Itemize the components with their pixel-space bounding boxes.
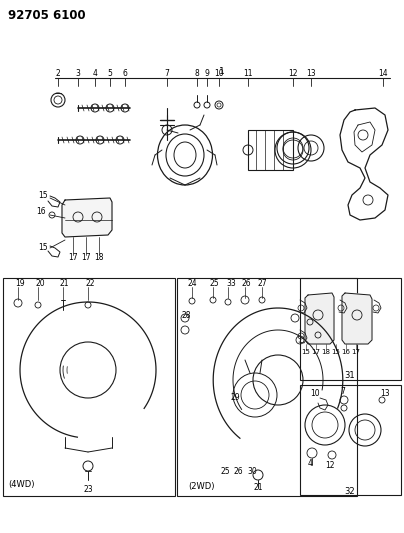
Text: 17: 17 bbox=[351, 349, 360, 355]
Text: 26: 26 bbox=[242, 279, 252, 287]
Text: 31: 31 bbox=[345, 370, 355, 379]
Text: 17: 17 bbox=[81, 254, 91, 262]
Polygon shape bbox=[62, 198, 112, 237]
Text: 18: 18 bbox=[94, 254, 104, 262]
Text: 21: 21 bbox=[60, 279, 69, 287]
Text: 27: 27 bbox=[258, 279, 267, 287]
Text: 13: 13 bbox=[380, 389, 390, 398]
Text: 4: 4 bbox=[93, 69, 97, 77]
Bar bbox=[300, 278, 401, 380]
Text: 1: 1 bbox=[219, 68, 225, 77]
Text: 10: 10 bbox=[214, 69, 224, 77]
Text: 26: 26 bbox=[233, 467, 243, 477]
Polygon shape bbox=[305, 293, 334, 344]
Text: 5: 5 bbox=[107, 69, 112, 77]
Text: 19: 19 bbox=[15, 279, 25, 287]
Text: 15: 15 bbox=[38, 190, 48, 199]
Text: 14: 14 bbox=[378, 69, 388, 77]
Text: 7: 7 bbox=[341, 387, 345, 397]
Text: 16: 16 bbox=[341, 349, 351, 355]
Text: 12: 12 bbox=[288, 69, 298, 77]
Text: 8: 8 bbox=[195, 69, 200, 77]
Text: 24: 24 bbox=[188, 279, 198, 287]
Text: 10: 10 bbox=[310, 389, 320, 398]
Text: 33: 33 bbox=[226, 279, 236, 287]
Text: 3: 3 bbox=[76, 69, 80, 77]
Text: 17: 17 bbox=[68, 254, 78, 262]
Text: 32: 32 bbox=[345, 488, 355, 497]
Text: 11: 11 bbox=[243, 69, 253, 77]
Text: 4: 4 bbox=[307, 458, 312, 467]
Bar bbox=[248, 130, 293, 170]
Text: 2: 2 bbox=[56, 69, 60, 77]
Bar bbox=[177, 278, 357, 496]
Text: 18: 18 bbox=[322, 349, 330, 355]
Text: 25: 25 bbox=[210, 279, 220, 287]
Text: (2WD): (2WD) bbox=[188, 481, 215, 490]
Text: 22: 22 bbox=[85, 279, 95, 287]
Bar bbox=[3, 278, 175, 496]
Text: 16: 16 bbox=[36, 207, 46, 216]
Text: 12: 12 bbox=[325, 461, 335, 470]
Text: 15: 15 bbox=[301, 349, 310, 355]
Text: 15: 15 bbox=[38, 244, 48, 253]
Text: 29: 29 bbox=[230, 393, 240, 402]
Text: 17: 17 bbox=[311, 349, 320, 355]
Bar bbox=[300, 385, 401, 495]
Text: 28: 28 bbox=[182, 311, 191, 319]
Text: 7: 7 bbox=[164, 69, 169, 77]
Text: 9: 9 bbox=[204, 69, 209, 77]
Text: 21: 21 bbox=[253, 483, 263, 492]
Text: (4WD): (4WD) bbox=[8, 480, 34, 489]
Text: 23: 23 bbox=[83, 486, 93, 495]
Polygon shape bbox=[342, 293, 372, 344]
Text: 20: 20 bbox=[35, 279, 44, 287]
Text: 15: 15 bbox=[332, 349, 341, 355]
Text: 30: 30 bbox=[247, 467, 257, 477]
Text: 13: 13 bbox=[306, 69, 316, 77]
Text: 6: 6 bbox=[122, 69, 127, 77]
Text: 25: 25 bbox=[220, 467, 230, 477]
Text: 92705 6100: 92705 6100 bbox=[8, 9, 86, 22]
